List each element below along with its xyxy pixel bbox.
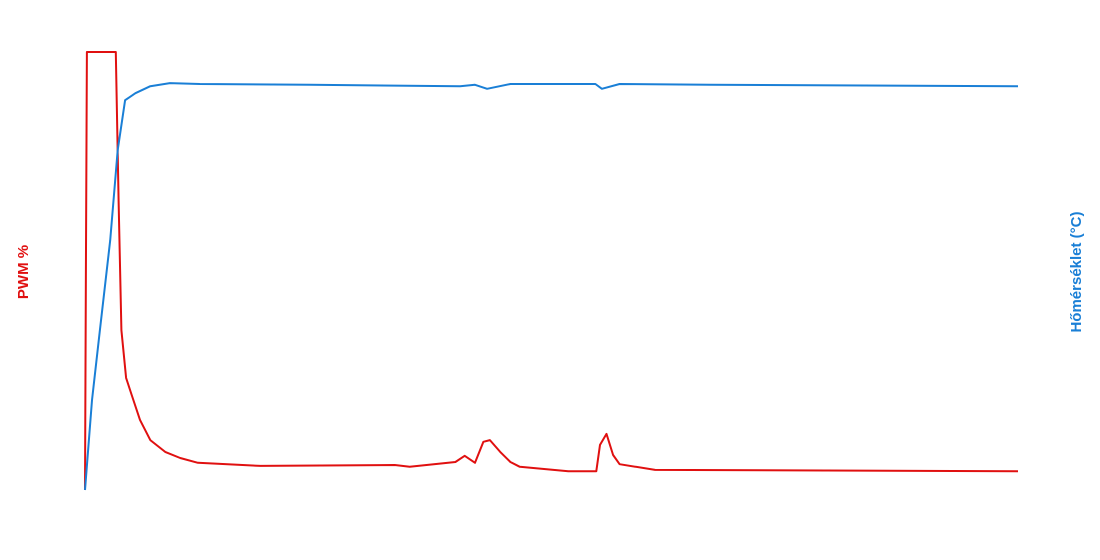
series-line bbox=[84, 82, 1019, 491]
series-line bbox=[84, 51, 1019, 491]
y-axis-label: PWM % bbox=[15, 245, 32, 299]
y2-axis-label: Hőmérséklet (°C) bbox=[1068, 211, 1085, 332]
